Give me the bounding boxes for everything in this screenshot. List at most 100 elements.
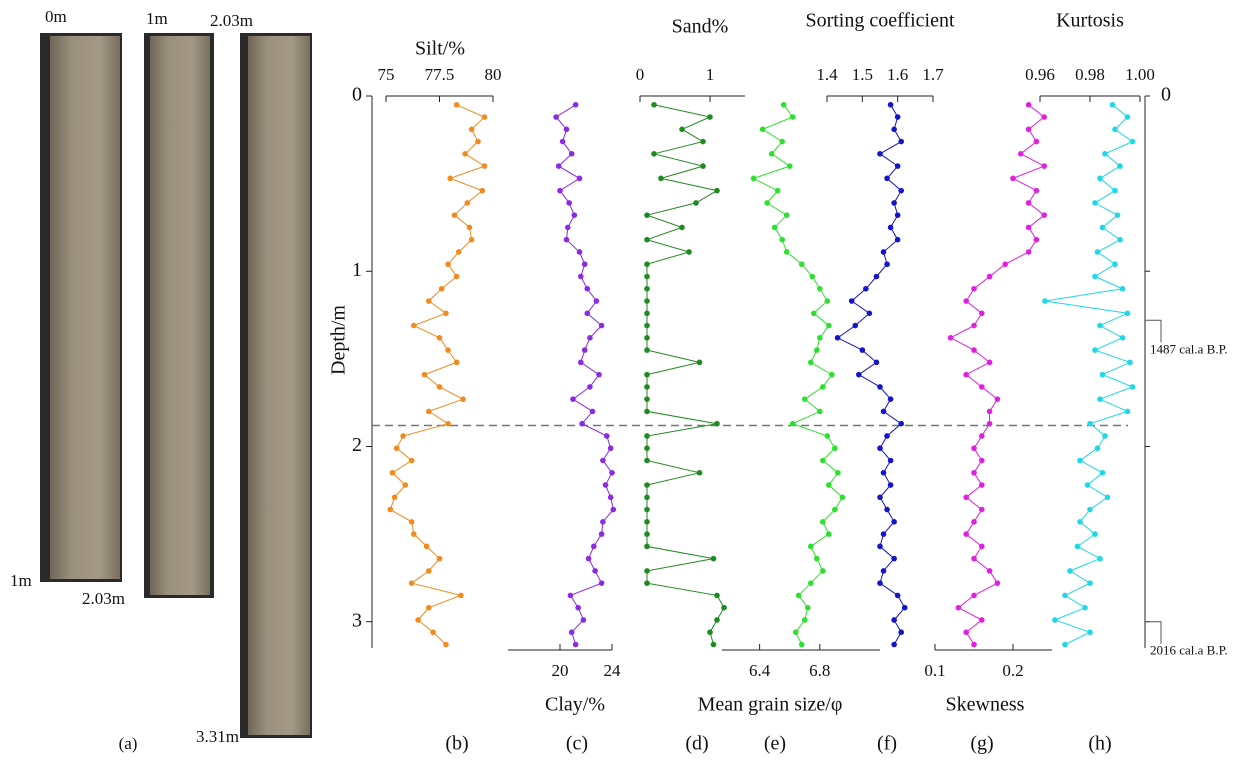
data-point (578, 359, 584, 366)
data-point (557, 187, 563, 194)
depth-tick-label: 2 (352, 434, 362, 456)
axis-title: Clay/% (545, 694, 605, 716)
data-point (884, 506, 890, 513)
data-point (387, 506, 394, 513)
data-point (1094, 249, 1101, 255)
panel-label: (h) (1088, 733, 1111, 755)
data-point (804, 604, 811, 611)
data-point (598, 580, 605, 586)
data-point (445, 261, 451, 268)
data-point (700, 138, 706, 145)
panel-label: (g) (970, 733, 993, 755)
data-point (565, 224, 571, 231)
data-point (1041, 163, 1047, 169)
data-point (814, 347, 820, 353)
data-point (400, 433, 406, 439)
data-point (994, 580, 1001, 586)
data-point (460, 396, 466, 402)
data-point (1099, 469, 1106, 476)
data-point (955, 604, 962, 611)
data-point (651, 151, 657, 157)
data-point (1092, 273, 1098, 280)
panel: 0.96 0.98 1.00 Kurtosis (h) (1025, 10, 1155, 755)
data-point (707, 114, 713, 120)
data-point (798, 641, 805, 648)
data-point (644, 457, 650, 464)
value-tick-label: 0.2 (1002, 661, 1023, 680)
panel: 0 1 Sand% (d) (636, 16, 745, 755)
data-point (426, 408, 432, 415)
data-point (1092, 347, 1098, 353)
data-point (817, 335, 823, 341)
data-point (426, 568, 432, 574)
core-label: 1m (146, 9, 168, 28)
data-point (880, 249, 887, 255)
data-point (779, 236, 785, 243)
data-point (563, 236, 570, 243)
data-point (880, 568, 887, 574)
value-tick-label: 1.00 (1125, 65, 1155, 84)
panel: 6.4 6.8 Mean grain size/φ (e) (698, 101, 880, 755)
data-point (581, 347, 588, 353)
data-point (571, 212, 578, 218)
annotation-arrow (1145, 621, 1162, 644)
data-point (423, 543, 430, 550)
data-point (644, 396, 650, 402)
panel: 75 77.5 80 Silt/% (b) (378, 38, 502, 755)
data-point (566, 200, 572, 206)
data-point (1025, 200, 1032, 206)
data-point (479, 187, 486, 194)
data-point (581, 261, 588, 268)
data-point (971, 641, 977, 648)
data-point (783, 249, 790, 255)
data-point (563, 126, 570, 133)
data-point (963, 298, 969, 304)
data-point (644, 580, 650, 586)
data-point (658, 175, 664, 182)
data-point (714, 617, 720, 623)
data-point (877, 543, 883, 550)
data-point (644, 506, 650, 513)
data-point (801, 617, 808, 623)
data-point (979, 482, 985, 488)
panel: 20 24 Clay/% (c) (508, 101, 621, 755)
data-point (559, 138, 566, 145)
data-point (644, 384, 650, 390)
data-point (714, 592, 720, 599)
data-point (774, 187, 781, 194)
data-point (1102, 151, 1108, 157)
data-point (481, 163, 488, 169)
data-point (411, 531, 417, 537)
data-point (1067, 568, 1073, 574)
data-point (584, 310, 591, 317)
data-point (644, 310, 650, 317)
panel-label: (c) (566, 733, 588, 755)
data-point (1117, 163, 1123, 169)
data-point (579, 420, 585, 427)
data-point (971, 519, 977, 525)
data-point (426, 604, 432, 611)
data-point (947, 335, 954, 341)
data-point (408, 457, 415, 464)
series-line (389, 104, 486, 645)
data-point (598, 531, 605, 537)
annotation-arrow (1145, 319, 1162, 343)
data-point (464, 200, 471, 206)
data-point (789, 114, 796, 120)
value-tick-label: 1.6 (887, 65, 908, 84)
data-point (644, 445, 650, 452)
data-point (602, 482, 609, 488)
panel-label: (f) (877, 733, 897, 755)
data-point (820, 457, 826, 464)
data-point (835, 469, 841, 476)
data-point (894, 592, 901, 599)
data-point (986, 273, 993, 280)
data-point (696, 469, 703, 476)
data-point (877, 151, 883, 157)
data-point (807, 543, 814, 550)
depth-tick-label-right: 0 (1161, 84, 1171, 106)
data-point (714, 187, 720, 194)
data-point (468, 236, 475, 243)
data-point (466, 224, 473, 231)
data-point (817, 408, 823, 415)
